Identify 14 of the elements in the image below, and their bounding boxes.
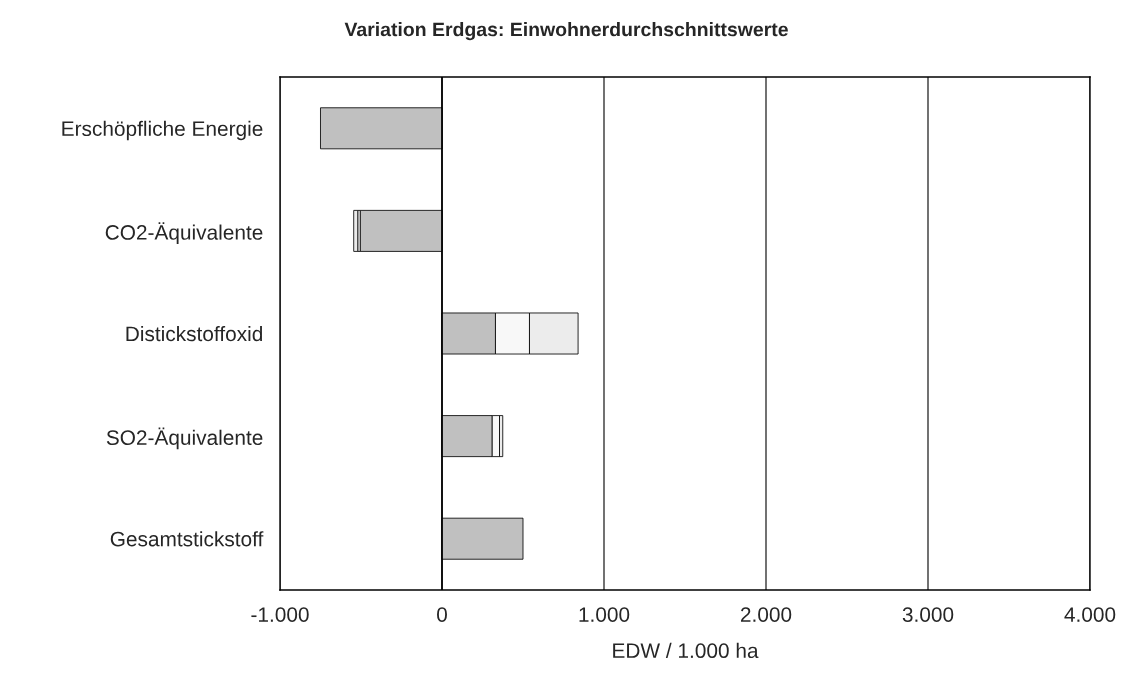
x-tick-label: 2.000: [740, 607, 792, 622]
y-tick-label: CO2-Äquivalente: [105, 222, 263, 244]
bar: [353, 209, 359, 252]
x-tick-label: -1.000: [251, 607, 309, 622]
y-tick-label: Distickstoffoxid: [126, 325, 262, 342]
x-tick-label: 3.000: [902, 607, 954, 622]
chart-title: Variation Erdgas: Einwohnerdurchschnittswerte: [344, 22, 788, 41]
x-tick-label: 4.000: [1064, 607, 1116, 622]
x-tick-label: 0: [437, 607, 447, 622]
y-tick-label: SO2-Äquivalente: [106, 427, 263, 450]
x-axis-title: EDW / 1.000 ha: [613, 642, 759, 659]
y-tick-label: Erschöpfliche Energie: [62, 120, 263, 141]
x-tick-label: 1.000: [579, 607, 630, 622]
y-tick-label: Gesamtstickstoff: [110, 531, 264, 547]
